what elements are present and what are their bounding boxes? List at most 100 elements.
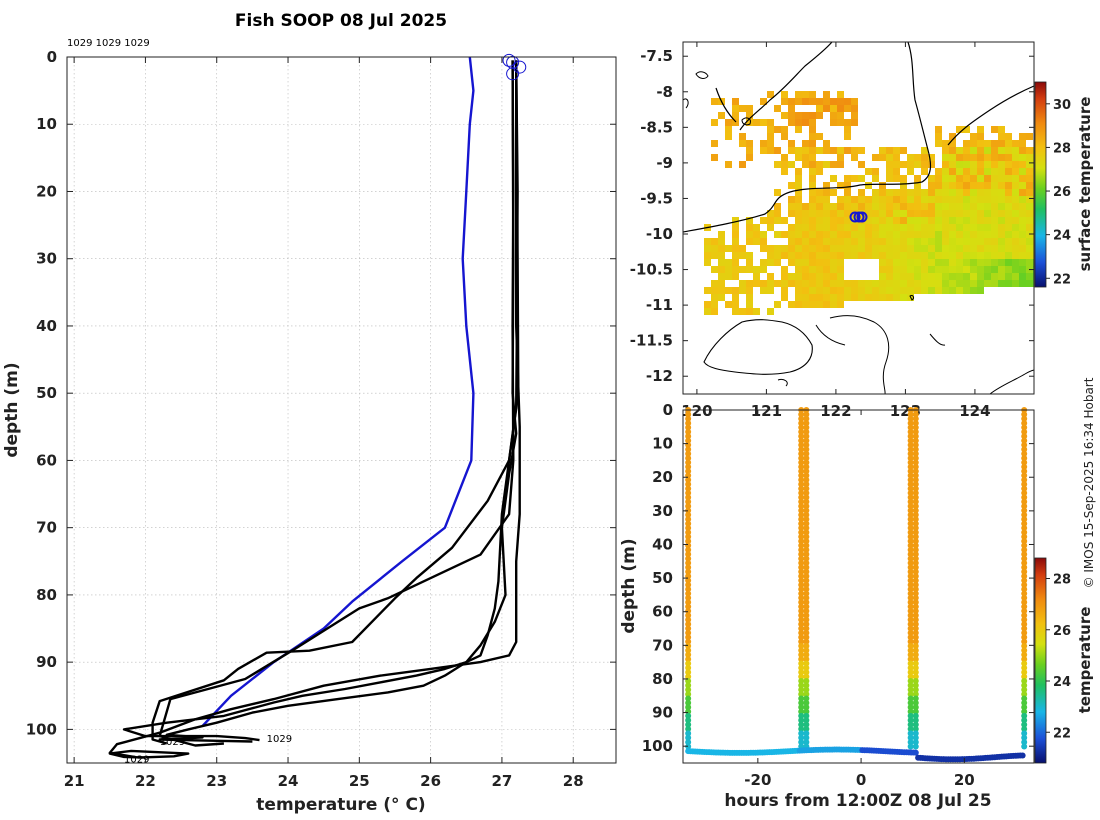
sst-cell bbox=[998, 231, 1005, 238]
sst-cell bbox=[718, 112, 725, 119]
cast-point bbox=[912, 441, 919, 448]
sst-cell bbox=[788, 252, 795, 259]
sst-cell bbox=[711, 98, 718, 105]
sst-cell bbox=[767, 308, 774, 315]
sst-cell bbox=[823, 147, 830, 154]
cast-point bbox=[798, 664, 805, 671]
cast-point bbox=[1021, 730, 1028, 737]
cast-point bbox=[1021, 428, 1028, 435]
sst-cell bbox=[816, 252, 823, 259]
sst-cell bbox=[746, 301, 753, 308]
cast-point bbox=[912, 638, 919, 645]
sst-cell bbox=[963, 161, 970, 168]
sst-cell bbox=[1012, 224, 1019, 231]
sst-cell bbox=[1019, 259, 1026, 266]
sst-cell bbox=[970, 133, 977, 140]
cast-point bbox=[798, 485, 805, 492]
sst-cell bbox=[725, 259, 732, 266]
cast-point bbox=[685, 603, 692, 610]
sst-cell bbox=[1012, 266, 1019, 273]
sst-cell bbox=[795, 203, 802, 210]
cast-point bbox=[907, 634, 914, 641]
sst-cell bbox=[893, 238, 900, 245]
cast-point bbox=[912, 446, 919, 453]
cast-point bbox=[685, 420, 692, 427]
cast-point bbox=[798, 717, 805, 724]
sst-cell bbox=[802, 294, 809, 301]
cast-point bbox=[685, 411, 692, 418]
sst-cell bbox=[935, 245, 942, 252]
cast-point bbox=[907, 590, 914, 597]
cast-y-tick-label: 30 bbox=[652, 502, 673, 520]
cast-point bbox=[685, 590, 692, 597]
sst-cell bbox=[865, 231, 872, 238]
sst-cell bbox=[774, 147, 781, 154]
cast-point bbox=[803, 476, 810, 483]
sst-cell bbox=[809, 91, 816, 98]
cast-point bbox=[685, 717, 692, 724]
sst-cell bbox=[711, 266, 718, 273]
sst-cell bbox=[746, 112, 753, 119]
sst-cell bbox=[991, 238, 998, 245]
sst-cell bbox=[753, 119, 760, 126]
y-tick-label: 0 bbox=[47, 48, 57, 66]
sst-cell bbox=[991, 126, 998, 133]
sst-cell bbox=[935, 238, 942, 245]
cast-point bbox=[685, 498, 692, 505]
sst-cell bbox=[977, 252, 984, 259]
cast-point bbox=[685, 520, 692, 527]
sst-cell bbox=[991, 196, 998, 203]
sst-cell bbox=[823, 266, 830, 273]
sst-cell bbox=[1012, 252, 1019, 259]
cast-point bbox=[803, 498, 810, 505]
sst-cell bbox=[823, 273, 830, 280]
sst-cell bbox=[844, 280, 851, 287]
sst-cell bbox=[886, 245, 893, 252]
sst-cell bbox=[970, 259, 977, 266]
sst-cell bbox=[788, 301, 795, 308]
cast-point bbox=[1021, 581, 1028, 588]
cast-point bbox=[912, 520, 919, 527]
sst-cell bbox=[732, 273, 739, 280]
sst-cell bbox=[830, 119, 837, 126]
sst-cell bbox=[711, 308, 718, 315]
cast-point bbox=[1021, 446, 1028, 453]
sst-cell bbox=[809, 98, 816, 105]
cast-point bbox=[803, 415, 810, 422]
sst-cell bbox=[879, 210, 886, 217]
sst-cell bbox=[844, 175, 851, 182]
sst-cell bbox=[893, 196, 900, 203]
cast-point bbox=[912, 616, 919, 623]
cast-point bbox=[685, 673, 692, 680]
cast-point bbox=[803, 459, 810, 466]
sst-cell bbox=[963, 287, 970, 294]
sst-cell bbox=[872, 168, 879, 175]
sst-cell bbox=[914, 280, 921, 287]
cast-point bbox=[803, 555, 810, 562]
sst-cell bbox=[970, 168, 977, 175]
sst-cell bbox=[718, 273, 725, 280]
cast-point bbox=[685, 437, 692, 444]
coastline-sumba bbox=[703, 319, 813, 375]
cast-point bbox=[1021, 721, 1028, 728]
sst-cell bbox=[1019, 217, 1026, 224]
cast-point bbox=[907, 730, 914, 737]
cast-point bbox=[907, 616, 914, 623]
sst-cell bbox=[830, 147, 837, 154]
cast-point bbox=[798, 695, 805, 702]
cast-point bbox=[912, 472, 919, 479]
sst-cell bbox=[935, 175, 942, 182]
sst-cell bbox=[781, 91, 788, 98]
sst-cell bbox=[858, 252, 865, 259]
cast-point bbox=[803, 691, 810, 698]
sst-cell bbox=[900, 189, 907, 196]
sst-cell bbox=[949, 273, 956, 280]
sst-cell bbox=[1005, 133, 1012, 140]
sst-cell bbox=[718, 287, 725, 294]
sst-cell bbox=[914, 266, 921, 273]
sst-cell bbox=[795, 175, 802, 182]
cast-point bbox=[798, 647, 805, 654]
sst-cell bbox=[781, 217, 788, 224]
profile-y-ticks: 0 10 20 30 40 50 60 70 80 90 100 bbox=[26, 48, 616, 738]
sst-cell bbox=[788, 140, 795, 147]
